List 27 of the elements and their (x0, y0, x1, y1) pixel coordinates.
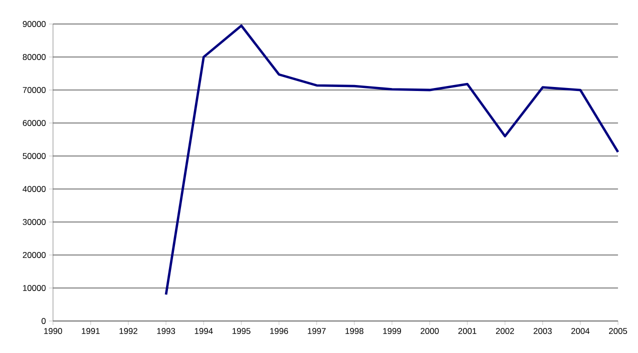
y-tick-label: 30000 (22, 219, 46, 225)
y-tick-label: 0 (42, 318, 46, 324)
y-tick-label: 50000 (22, 153, 46, 159)
x-tick-label: 2002 (496, 328, 514, 334)
x-tick-label: 1993 (157, 328, 176, 334)
y-tick-label: 40000 (22, 186, 46, 192)
x-tick-label: 1990 (44, 328, 62, 334)
x-tick-label: 1995 (232, 328, 250, 334)
x-tick-label: 2000 (420, 328, 439, 334)
y-tick-label: 20000 (22, 252, 46, 258)
x-tick-label: 1992 (120, 328, 138, 334)
x-tick-label: 2004 (571, 328, 590, 334)
x-tick-label: 2005 (609, 328, 628, 334)
line-series (164, 24, 620, 296)
x-tick-label: 1996 (270, 328, 288, 334)
x-tick-label: 1994 (194, 328, 213, 334)
y-tick-label: 90000 (22, 21, 46, 27)
y-tick-label: 10000 (23, 285, 46, 291)
x-tick-label: 1998 (346, 328, 364, 334)
x-tick-label: 2003 (534, 328, 552, 334)
y-tick-label: 70000 (22, 87, 46, 93)
x-tick-label: 1991 (82, 328, 100, 334)
x-tick-label: 1999 (383, 328, 402, 334)
y-tick-label: 80000 (22, 54, 46, 60)
x-tick-label: 2001 (458, 328, 476, 334)
x-tick-label: 1997 (308, 328, 326, 334)
y-tick-label: 60000 (22, 120, 46, 126)
